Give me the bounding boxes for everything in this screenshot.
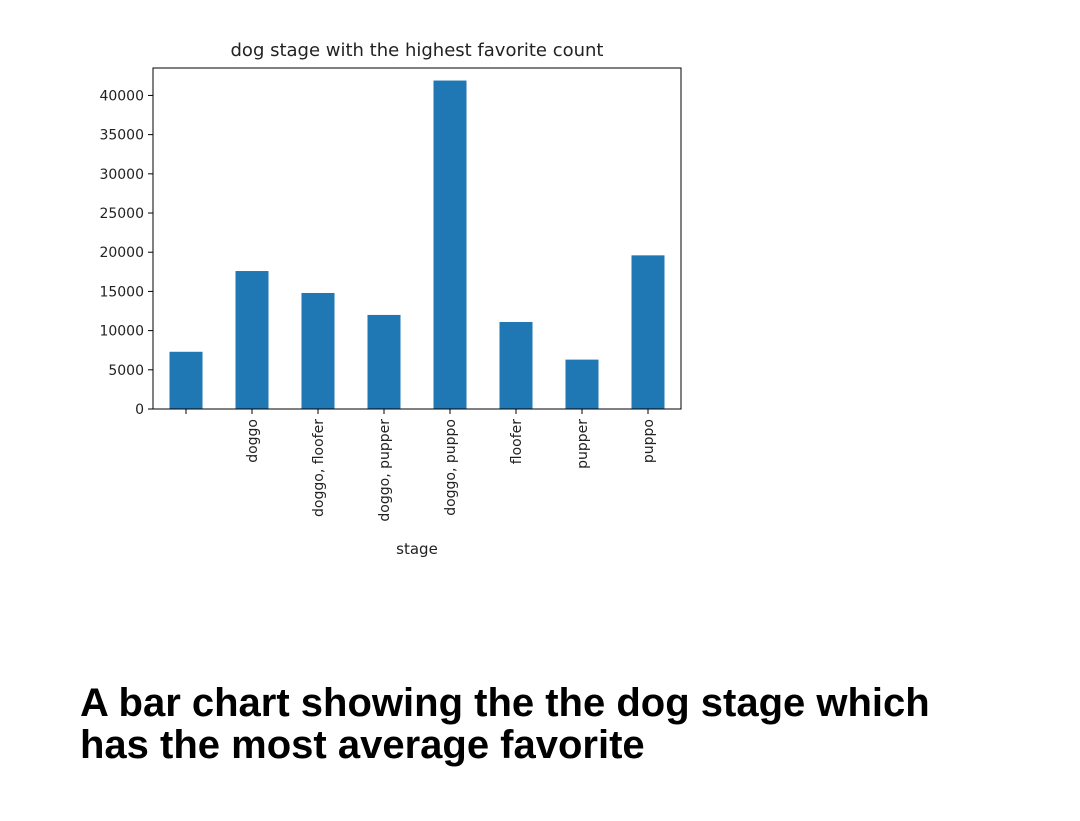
y-tick-label: 30000 — [99, 167, 144, 183]
plot-frame — [152, 67, 682, 410]
bar — [499, 321, 533, 409]
y-tick-label: 0 — [135, 402, 144, 418]
bar — [631, 255, 665, 409]
y-tick-label: 40000 — [99, 88, 144, 104]
bars — [169, 80, 665, 409]
bar — [301, 292, 335, 409]
x-tick-label: doggo — [245, 419, 261, 463]
chart-title: dog stage with the highest favorite coun… — [231, 40, 604, 61]
bar — [433, 80, 467, 409]
y-axis: 0 5000 10000 15000 20000 25000 30000 35000 40000 — [99, 88, 153, 418]
figure-caption: A bar chart showing the the dog stage wh… — [80, 681, 930, 767]
bar — [169, 351, 203, 409]
bar-chart: dog stage with the highest favorite coun… — [99, 40, 682, 558]
x-axis-label: stage — [396, 540, 438, 558]
x-tick-label: puppo — [641, 419, 657, 463]
y-tick-label: 35000 — [99, 128, 144, 144]
bar — [367, 314, 401, 409]
x-tick-label: pupper — [575, 419, 591, 469]
x-axis: doggo doggo, floofer doggo, pupper doggo, p… — [185, 409, 657, 522]
x-tick-label: doggo, puppo — [443, 419, 459, 516]
bar — [235, 271, 269, 409]
y-tick-label: 5000 — [108, 363, 144, 379]
y-tick-label: 15000 — [99, 284, 144, 300]
x-tick-label: doggo, floofer — [311, 419, 327, 517]
y-tick-label: 20000 — [99, 245, 144, 261]
bar — [565, 359, 599, 409]
x-tick-label: floofer — [509, 419, 525, 464]
y-tick-label: 25000 — [99, 206, 144, 222]
x-tick-label: doggo, pupper — [377, 419, 393, 522]
y-tick-label: 10000 — [99, 324, 144, 340]
